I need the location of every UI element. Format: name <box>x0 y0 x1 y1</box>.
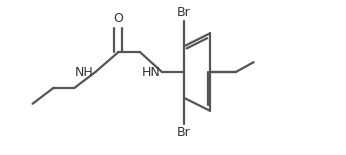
Text: Br: Br <box>177 6 191 19</box>
Text: NH: NH <box>75 66 93 79</box>
Text: Br: Br <box>177 126 191 139</box>
Text: O: O <box>113 12 123 25</box>
Text: HN: HN <box>141 66 160 79</box>
